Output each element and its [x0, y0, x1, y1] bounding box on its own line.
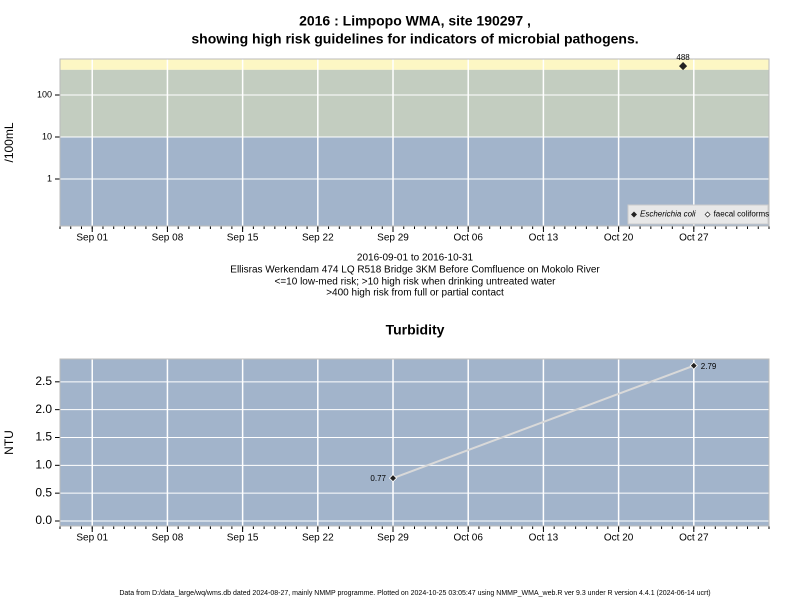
data-label: 2.79: [701, 362, 717, 371]
y-tick-label: 10: [42, 131, 52, 141]
x-tick-label: Sep 01: [76, 233, 108, 244]
legend-marker: [631, 211, 637, 218]
risk-band: [60, 59, 769, 70]
legend-box: [627, 204, 769, 225]
legend-label: Escherichia coli: [640, 210, 696, 219]
legend-marker: [704, 211, 711, 218]
chart-title: Turbidity: [386, 322, 445, 338]
point: [678, 62, 688, 71]
y-tick-label: 1.0: [35, 457, 52, 471]
data-label: 488: [676, 53, 690, 62]
data-label: 0.77: [370, 474, 386, 483]
subtitle: Ellisras Werkendam 474 LQ R518 Bridge 3K…: [230, 265, 600, 276]
x-tick-label: Oct 20: [604, 533, 634, 544]
footer: Data from D:/data_large/wq/wms.db dated …: [119, 590, 710, 597]
x-tick-label: Sep 08: [152, 533, 184, 544]
x-tick-label: Sep 15: [227, 233, 259, 244]
y-axis-label: NTU: [2, 430, 16, 455]
x-tick-label: Oct 06: [453, 233, 483, 244]
plot-background: [60, 359, 769, 526]
y-axis-label: /100mL: [2, 122, 16, 162]
x-tick-label: Sep 29: [377, 233, 409, 244]
x-tick-label: Oct 13: [529, 533, 559, 544]
y-tick-label: 1.5: [35, 430, 52, 444]
x-tick-label: Sep 22: [302, 533, 334, 544]
y-tick-label: 0.5: [35, 485, 52, 499]
x-tick-label: Sep 29: [377, 533, 409, 544]
subtitle: <=10 low-med risk; >10 high risk when dr…: [275, 277, 557, 288]
y-tick-label: 100: [37, 89, 52, 99]
point: [388, 474, 398, 483]
x-tick-label: Sep 15: [227, 533, 259, 544]
line: [392, 364, 695, 480]
plot-frame: [59, 358, 770, 527]
chart-title: showing high risk guidelines for indicat…: [191, 31, 638, 47]
x-tick-label: Oct 13: [529, 233, 559, 244]
x-tick-label: Oct 06: [453, 533, 483, 544]
subtitle: 2016-09-01 to 2016-10-31: [357, 253, 474, 264]
x-tick-label: Sep 01: [76, 533, 108, 544]
subtitle: >400 high risk from full or partial cont…: [326, 288, 504, 299]
y-tick-label: 2.5: [35, 374, 52, 388]
point: [689, 361, 698, 370]
x-tick-label: Sep 08: [152, 233, 184, 244]
y-tick-label: 2.0: [35, 402, 52, 416]
risk-band: [60, 69, 769, 138]
x-tick-label: Oct 27: [679, 233, 709, 244]
y-tick-label: 0.0: [35, 513, 52, 527]
x-tick-label: Oct 27: [679, 533, 709, 544]
x-tick-label: Sep 22: [302, 233, 334, 244]
x-tick-label: Oct 20: [604, 233, 634, 244]
y-tick-label: 1: [47, 173, 52, 183]
chart-title: 2016 : Limpopo WMA, site 190297 ,: [299, 13, 531, 29]
legend-label: faecal coliforms: [714, 210, 770, 219]
plot-frame: [59, 58, 770, 227]
